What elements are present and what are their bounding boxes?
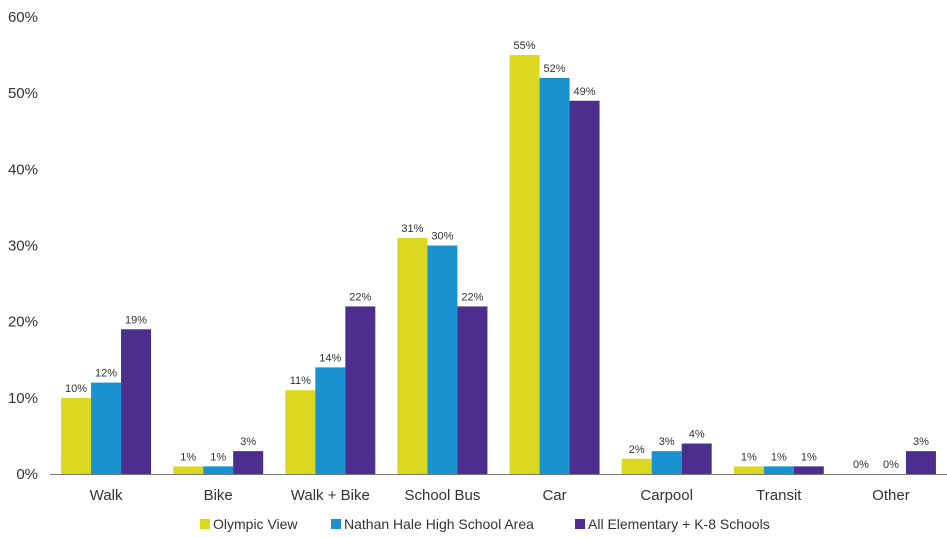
data-label: 1% [801, 451, 817, 463]
bar [763, 466, 794, 474]
bar [427, 245, 458, 474]
data-labels: 10% 12% 19% 1% 1% 3% 11% 14% 22% 31% 30% 22% 55% 52% 4… [65, 40, 929, 471]
category-label: Other [872, 487, 910, 504]
bar [905, 451, 936, 474]
bar [457, 306, 488, 474]
y-tick-label: 0% [16, 466, 38, 483]
y-tick-label: 10% [8, 390, 38, 407]
bar [621, 458, 652, 474]
bars [61, 55, 936, 475]
y-tick-label: 60% [8, 9, 38, 26]
y-tick-label: 40% [8, 161, 38, 178]
data-label: 1% [180, 451, 196, 463]
category-label: Car [542, 487, 566, 504]
bar [345, 306, 376, 474]
legend-label: All Elementary + K-8 Schools [588, 516, 770, 532]
data-label: 22% [461, 291, 483, 303]
data-label: 4% [689, 429, 705, 441]
data-label: 11% [290, 375, 311, 387]
data-label: 14% [319, 352, 341, 364]
legend-swatch [200, 519, 210, 529]
bar [651, 451, 682, 474]
data-label: 19% [125, 314, 147, 326]
legend-label: Nathan Hale High School Area [344, 516, 534, 532]
legend-label: Olympic View [213, 516, 298, 532]
y-tick-label: 20% [8, 314, 38, 331]
bar [509, 55, 540, 474]
bar [397, 237, 428, 474]
category-label: Walk + Bike [291, 487, 370, 504]
data-label: 49% [574, 86, 596, 98]
data-label: 3% [913, 436, 929, 448]
legend: Olympic View Nathan Hale High School Area… [200, 516, 770, 532]
bar [315, 367, 346, 474]
data-label: 30% [431, 231, 453, 243]
bar [793, 466, 824, 474]
category-label: Carpool [640, 487, 693, 504]
legend-swatch [331, 519, 341, 529]
y-tick-label: 30% [8, 238, 38, 255]
data-label: 0% [853, 459, 869, 471]
y-tick-label: 50% [8, 85, 38, 102]
data-label: 0% [883, 459, 899, 471]
data-label: 1% [771, 451, 787, 463]
data-label: 1% [741, 451, 757, 463]
bar [569, 100, 600, 475]
category-label: Transit [756, 487, 802, 504]
category-label: School Bus [404, 487, 480, 504]
data-label: 52% [544, 63, 566, 75]
bar [203, 466, 234, 474]
data-label: 22% [349, 291, 371, 303]
data-label: 55% [514, 40, 536, 52]
bar [733, 466, 764, 474]
data-label: 31% [401, 223, 423, 235]
category-label: Bike [204, 487, 233, 504]
data-label: 3% [659, 436, 675, 448]
category-label: Walk [90, 487, 123, 504]
bar [121, 329, 152, 474]
bar [91, 382, 122, 474]
bar [539, 77, 570, 474]
y-axis: 0% 10% 20% 30% 40% 50% 60% [8, 9, 38, 483]
data-label: 10% [65, 383, 87, 395]
legend-swatch [575, 519, 585, 529]
data-label: 3% [240, 436, 256, 448]
x-axis: Walk Bike Walk + Bike School Bus Car Carpool T… [90, 487, 910, 504]
bar [233, 451, 264, 474]
bar [681, 443, 712, 474]
data-label: 12% [95, 368, 117, 380]
data-label: 1% [210, 451, 226, 463]
bar [173, 466, 204, 474]
bar [285, 390, 316, 474]
data-label: 2% [629, 444, 645, 456]
bar [61, 397, 92, 474]
